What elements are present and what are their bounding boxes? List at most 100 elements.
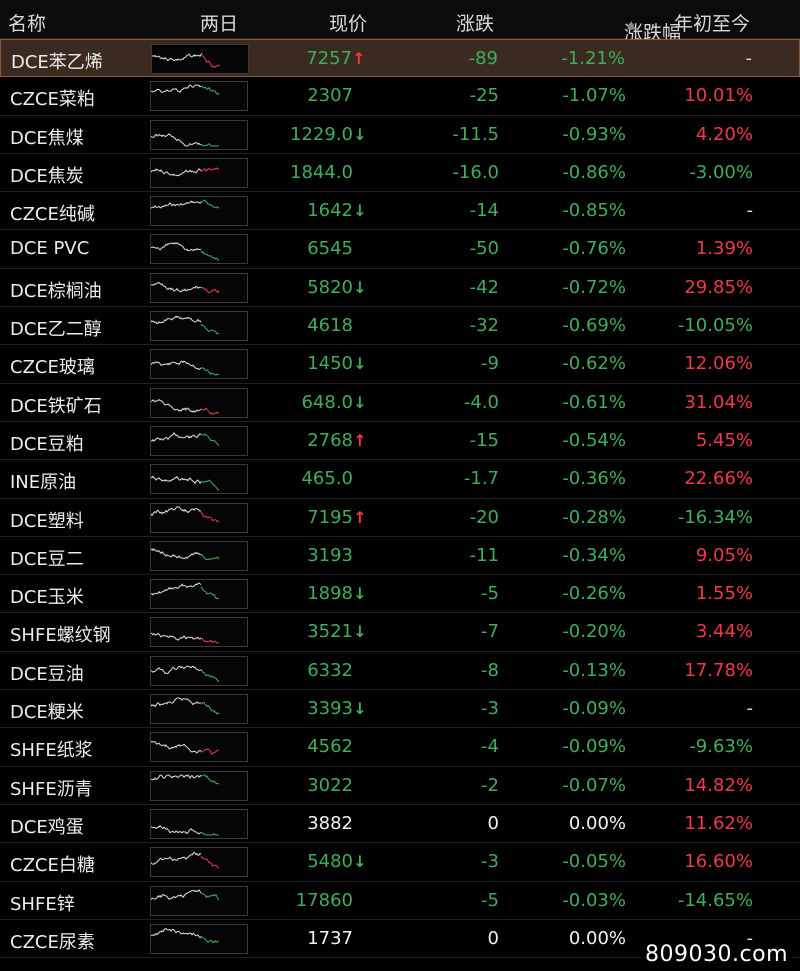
row-name: CZCE白糖 bbox=[10, 855, 95, 877]
row-price: 1450↓ bbox=[307, 353, 367, 374]
two-day-sparkline bbox=[150, 694, 248, 725]
table-row[interactable]: DCE塑料 7195↑ -20 -0.28% -16.34% bbox=[0, 499, 800, 537]
row-ytd: -9.63% bbox=[689, 736, 753, 758]
two-day-sparkline bbox=[150, 272, 248, 303]
row-change: -14 bbox=[469, 200, 499, 222]
table-row[interactable]: SHFE纸浆 4562 -4 -0.09% -9.63% bbox=[0, 728, 800, 767]
table-row[interactable]: DCE豆油 6332 -8 -0.13% 17.78% bbox=[0, 652, 800, 691]
row-ytd: 16.60% bbox=[684, 851, 753, 873]
table-row[interactable]: DCE玉米 1898↓ -5 -0.26% 1.55% bbox=[0, 575, 800, 614]
row-pct: -0.13% bbox=[562, 659, 626, 681]
row-change: -25 bbox=[469, 85, 499, 107]
row-pct: -0.36% bbox=[562, 468, 626, 490]
row-change: -2 bbox=[481, 774, 499, 796]
table-row[interactable]: CZCE玻璃 1450↓ -9 -0.62% 12.06% bbox=[0, 345, 800, 384]
row-price-value: 7257 bbox=[306, 48, 352, 69]
table-row[interactable]: DCE铁矿石 648.0↓ -4.0 -0.61% 31.04% bbox=[0, 384, 800, 422]
row-price-value: 6332 bbox=[307, 659, 353, 681]
row-change: -3 bbox=[481, 851, 499, 873]
two-day-sparkline bbox=[150, 157, 248, 188]
row-price: 6332 bbox=[307, 660, 367, 681]
row-price-value: 3882 bbox=[307, 812, 353, 834]
row-price-value: 2307 bbox=[307, 85, 353, 107]
table-row[interactable]: SHFE螺纹钢 3521↓ -7 -0.20% 3.44% bbox=[0, 613, 800, 652]
table-header: 名称 两日 现价 涨跌 涨跌幅 ▲ 年初至今 bbox=[0, 0, 800, 44]
table-row[interactable]: CZCE菜粕 2307 -25 -1.07% 10.01% bbox=[0, 77, 800, 116]
row-change: -16.0 bbox=[452, 161, 499, 183]
two-day-sparkline bbox=[150, 540, 248, 571]
row-pct: -0.72% bbox=[562, 276, 626, 298]
table-row[interactable]: SHFE沥青 3022 -2 -0.07% 14.82% bbox=[0, 767, 800, 805]
row-ytd: -3.00% bbox=[689, 161, 753, 183]
row-pct: -0.07% bbox=[562, 774, 626, 796]
two-day-sparkline bbox=[150, 885, 248, 916]
row-pct: -0.69% bbox=[562, 315, 626, 337]
column-header-ytd[interactable]: 年初至今 bbox=[673, 13, 750, 35]
column-header-price[interactable]: 现价 bbox=[328, 13, 367, 35]
row-price: 17860 bbox=[296, 890, 367, 911]
row-pct: -0.62% bbox=[562, 353, 626, 375]
row-ytd: 5.45% bbox=[695, 429, 753, 451]
column-header-two-day[interactable]: 两日 bbox=[200, 13, 239, 35]
row-ytd: 4.20% bbox=[695, 123, 753, 145]
table-row[interactable]: DCE鸡蛋 3882 0 0.00% 11.62% bbox=[0, 805, 800, 844]
row-price-value: 465.0 bbox=[301, 468, 353, 490]
row-pct: -1.07% bbox=[562, 85, 626, 107]
row-pct: -0.05% bbox=[562, 851, 626, 873]
arrow-down-icon: ↓ bbox=[353, 622, 367, 642]
row-ytd: 12.06% bbox=[684, 353, 753, 375]
row-pct: -0.85% bbox=[562, 200, 626, 222]
row-price: 7195↑ bbox=[307, 507, 367, 528]
row-name: DCE PVC bbox=[10, 238, 90, 260]
two-day-sparkline bbox=[150, 579, 248, 610]
two-day-sparkline bbox=[151, 44, 249, 74]
row-pct: 0.00% bbox=[568, 812, 626, 834]
table-row[interactable]: DCE PVC 6545 -50 -0.76% 1.39% bbox=[0, 230, 800, 269]
table-row[interactable]: DCE豆粕 2768↑ -15 -0.54% 5.45% bbox=[0, 422, 800, 461]
table-row[interactable]: DCE豆二 3193 -11 -0.34% 9.05% bbox=[0, 537, 800, 576]
table-row[interactable]: DCE棕榈油 5820↓ -42 -0.72% 29.85% bbox=[0, 269, 800, 308]
sort-ascending-icon: ▲ bbox=[627, 18, 636, 31]
row-change: -11.5 bbox=[452, 123, 499, 145]
quote-list: DCE苯乙烯 7257↑ -89 -1.21% - CZCE菜粕 2307 -25 -1.07%… bbox=[0, 39, 800, 959]
watermark: 809030.com bbox=[641, 942, 792, 967]
row-ytd: 14.82% bbox=[684, 774, 753, 796]
table-row[interactable]: DCE焦煤 1229.0↓ -11.5 -0.93% 4.20% bbox=[0, 116, 800, 154]
row-price-value: 3193 bbox=[307, 544, 353, 566]
table-row[interactable]: CZCE白糖 5480↓ -3 -0.05% 16.60% bbox=[0, 843, 800, 882]
table-row[interactable]: DCE焦炭 1844.0 -16.0 -0.86% -3.00% bbox=[0, 154, 800, 193]
row-change: -20 bbox=[469, 506, 499, 528]
row-price-value: 2768 bbox=[307, 429, 353, 451]
table-row[interactable]: INE原油 465.0 -1.7 -0.36% 22.66% bbox=[0, 460, 800, 499]
row-price: 2307 bbox=[307, 85, 367, 106]
row-pct: -0.76% bbox=[562, 238, 626, 260]
column-header-change[interactable]: 涨跌 bbox=[455, 13, 494, 35]
arrow-down-icon: ↓ bbox=[353, 392, 367, 412]
table-row[interactable]: DCE苯乙烯 7257↑ -89 -1.21% - bbox=[0, 39, 800, 78]
row-ytd: 11.62% bbox=[684, 812, 753, 834]
table-row[interactable]: DCE粳米 3393↓ -3 -0.09% - bbox=[0, 690, 800, 729]
row-price-value: 1737 bbox=[307, 927, 353, 949]
two-day-sparkline bbox=[150, 617, 248, 648]
row-price: 465.0 bbox=[301, 468, 367, 489]
row-price: 1898↓ bbox=[307, 583, 367, 604]
row-name: DCE豆油 bbox=[10, 663, 84, 685]
row-price: 5820↓ bbox=[307, 277, 367, 298]
column-header-name[interactable]: 名称 bbox=[8, 13, 47, 35]
two-day-sparkline bbox=[150, 311, 248, 342]
two-day-sparkline bbox=[150, 732, 248, 763]
row-pct: -0.03% bbox=[562, 889, 626, 911]
row-price-value: 1642 bbox=[307, 200, 353, 222]
table-row[interactable]: DCE乙二醇 4618 -32 -0.69% -10.05% bbox=[0, 307, 800, 346]
row-name: DCE铁矿石 bbox=[10, 395, 102, 417]
two-day-sparkline bbox=[150, 655, 248, 686]
row-name: CZCE纯碱 bbox=[10, 204, 95, 226]
row-ytd: 17.78% bbox=[684, 659, 753, 681]
table-row[interactable]: CZCE纯碱 1642↓ -14 -0.85% - bbox=[0, 192, 800, 231]
table-row[interactable]: SHFE锌 17860 -5 -0.03% -14.65% bbox=[0, 882, 800, 920]
row-price-value: 648.0 bbox=[301, 391, 353, 413]
two-day-sparkline bbox=[150, 923, 248, 954]
two-day-sparkline bbox=[150, 808, 248, 839]
row-change: -89 bbox=[468, 48, 498, 69]
table-row[interactable]: CZCE尿素 1737 0 0.00% - bbox=[0, 920, 800, 959]
